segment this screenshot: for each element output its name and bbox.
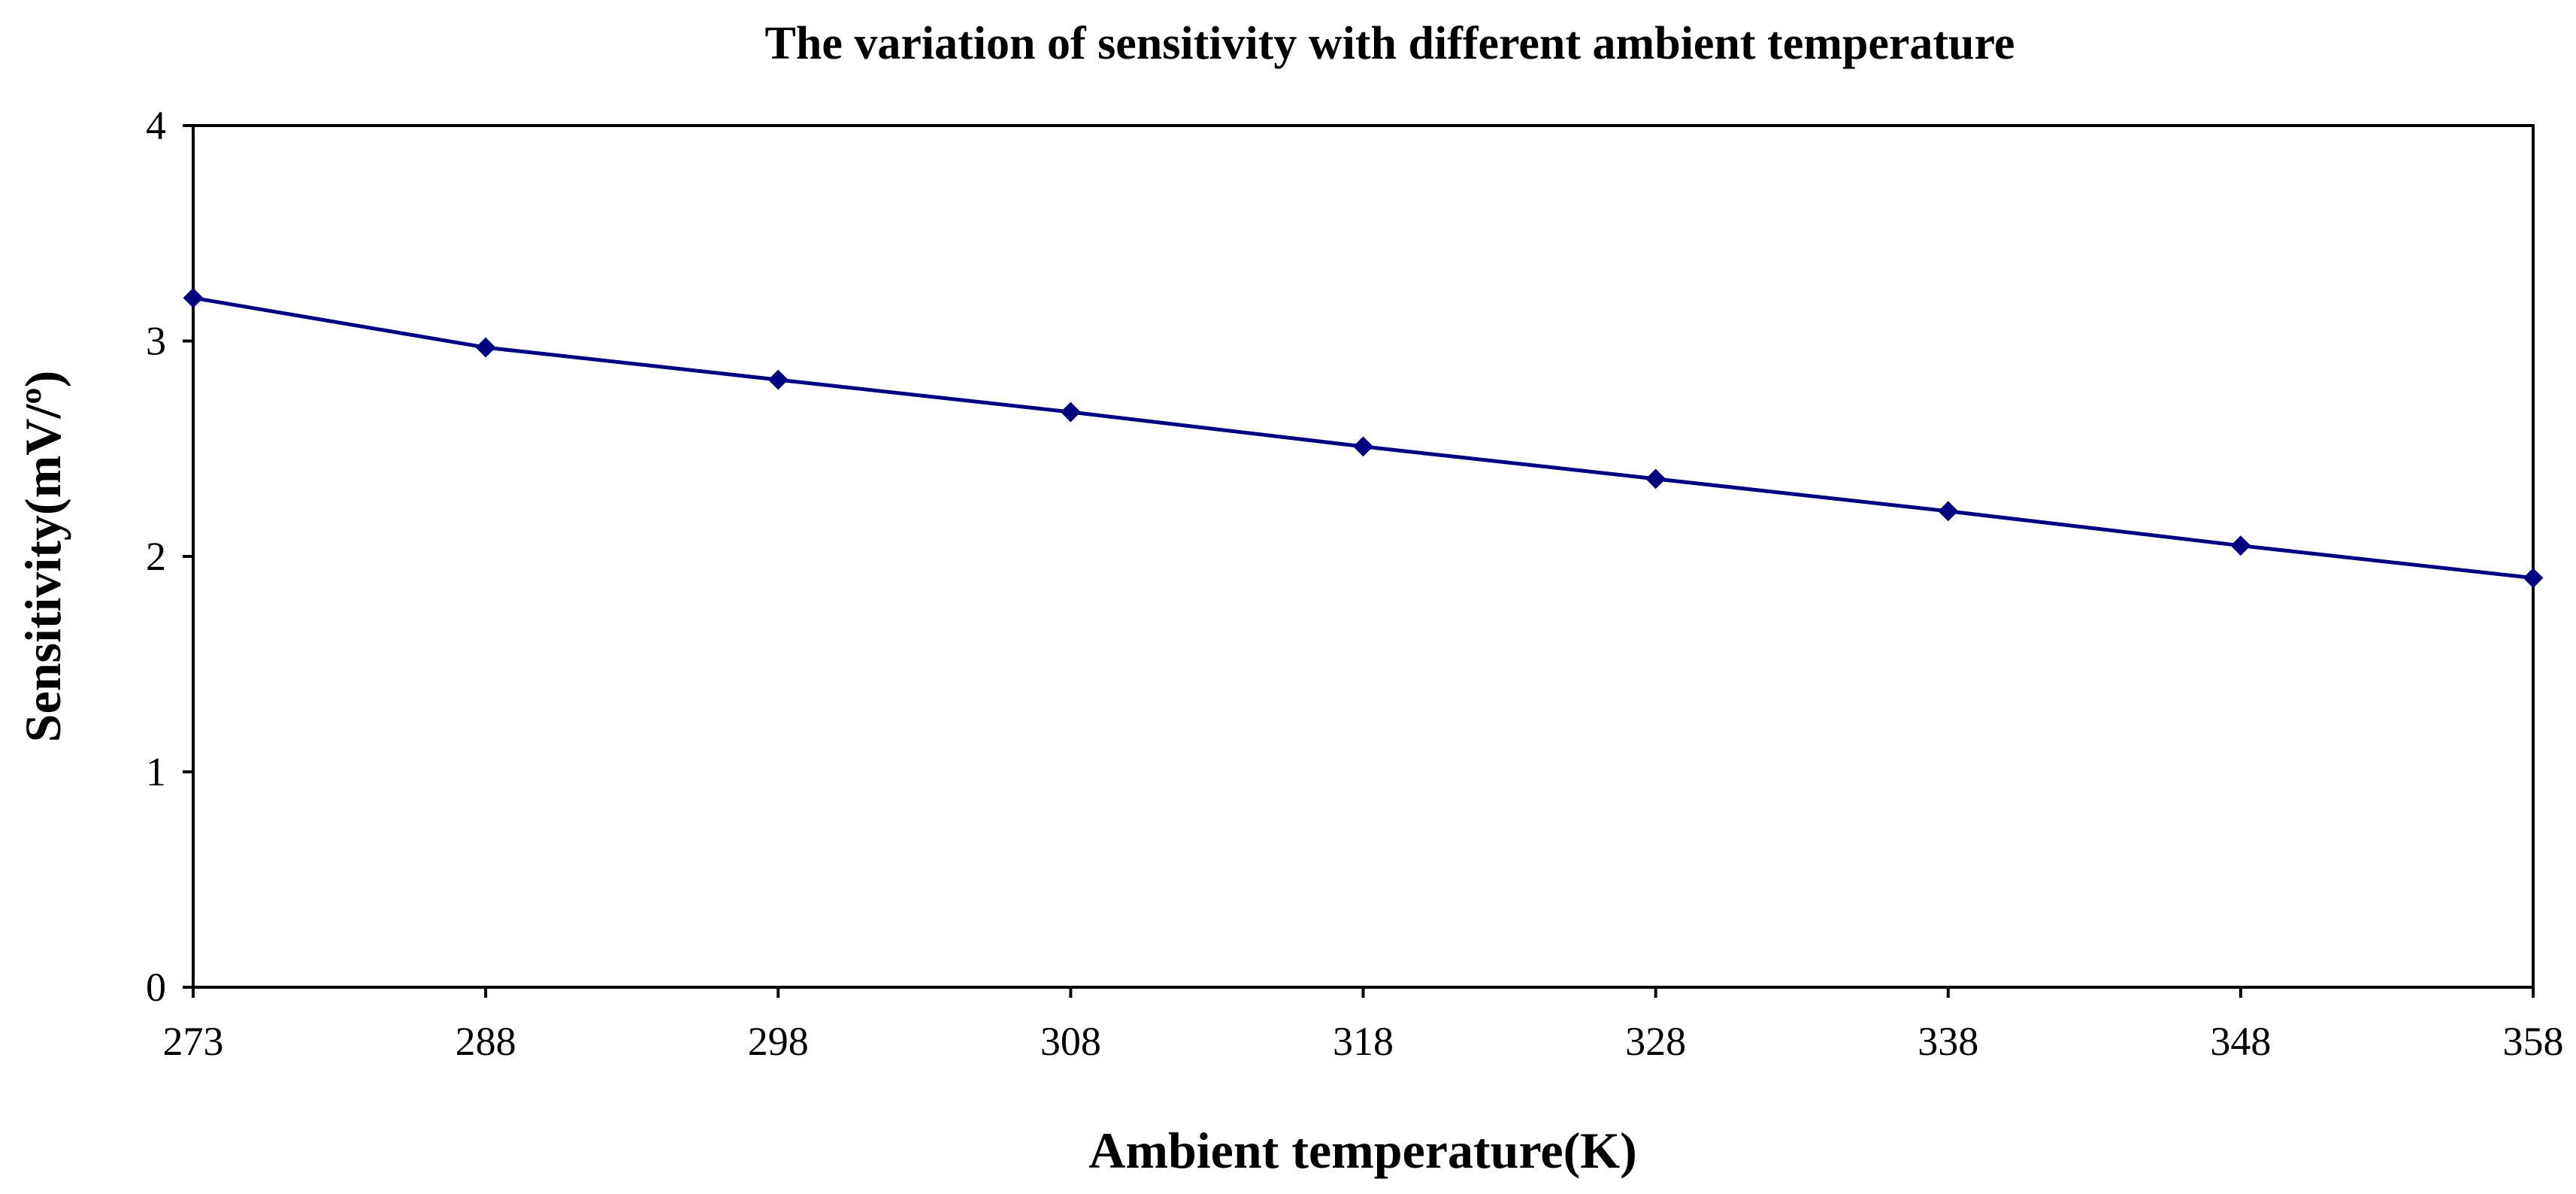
data-point-298 (767, 369, 789, 390)
x-tick-label: 308 (1040, 1019, 1101, 1064)
chart-title: The variation of sensitivity with differ… (765, 18, 2015, 69)
data-point-308 (1060, 402, 1081, 423)
data-point-348 (2230, 535, 2251, 556)
y-axis-title: Sensitivity(mV/º) (14, 371, 71, 743)
data-points (183, 287, 2544, 589)
data-point-318 (1353, 436, 1373, 457)
y-tick-label: 0 (146, 965, 166, 1010)
x-tick-label: 328 (1625, 1019, 1686, 1064)
y-axis-ticks: 0 1 2 3 4 (146, 103, 193, 1010)
y-tick-label: 3 (146, 319, 166, 364)
x-tick-label: 273 (163, 1019, 224, 1064)
x-tick-label: 348 (2210, 1019, 2271, 1064)
x-tick-label: 288 (456, 1019, 516, 1064)
x-axis-title: Ambient temperature(K) (1088, 1122, 1637, 1179)
x-tick-label: 358 (2503, 1019, 2564, 1064)
x-tick-label: 318 (1333, 1019, 1394, 1064)
data-point-328 (1645, 468, 1666, 489)
y-tick-label: 4 (146, 103, 166, 148)
data-point-358 (2523, 568, 2544, 589)
y-tick-label: 2 (146, 534, 166, 579)
data-point-288 (475, 337, 496, 358)
x-axis-ticks: 273 288 298 308 318 328 338 348 358 (163, 987, 2564, 1064)
y-tick-label: 1 (146, 750, 166, 795)
data-point-273 (183, 287, 204, 308)
data-point-338 (1938, 501, 1959, 522)
x-tick-label: 338 (1918, 1019, 1978, 1064)
x-tick-label: 298 (748, 1019, 809, 1064)
